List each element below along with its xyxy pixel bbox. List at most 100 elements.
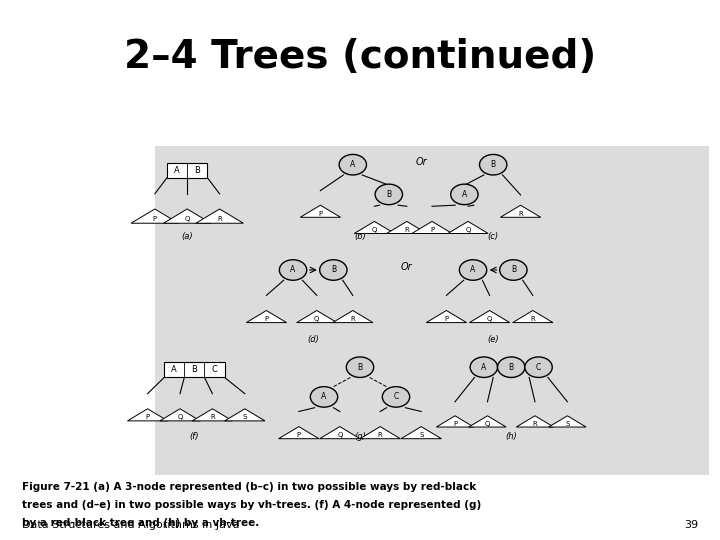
Text: P: P [430,227,434,233]
Polygon shape [127,409,168,421]
Circle shape [375,184,402,205]
Text: A: A [290,266,296,274]
Polygon shape [387,221,427,233]
Text: P: P [264,316,269,322]
Text: by a red-black tree and (h) by a vh-tree.: by a red-black tree and (h) by a vh-tree… [22,518,259,529]
Text: Q: Q [314,316,320,322]
Circle shape [451,184,478,205]
Text: B: B [508,363,514,372]
Text: Or: Or [401,262,413,272]
Circle shape [459,260,487,280]
Circle shape [525,357,552,377]
Text: R: R [351,316,355,322]
Text: Figure 7-21 (a) A 3-node represented (b–c) in two possible ways by red-black: Figure 7-21 (a) A 3-node represented (b–… [22,482,476,492]
Text: Q: Q [184,216,190,222]
Polygon shape [500,205,541,217]
Text: R: R [210,414,215,420]
Text: C: C [212,366,217,374]
Polygon shape [279,427,319,438]
Text: Or: Or [415,157,427,167]
Text: R: R [531,316,535,322]
Text: S: S [243,414,247,420]
Text: R: R [518,211,523,217]
Text: (b): (b) [354,232,366,241]
Polygon shape [160,409,200,421]
Polygon shape [225,409,265,421]
Circle shape [339,154,366,175]
Text: A: A [174,166,180,174]
Text: P: P [297,432,301,438]
Text: R: R [405,227,409,233]
Text: B: B [330,266,336,274]
Text: B: B [490,160,496,169]
Text: B: B [192,366,197,374]
Text: B: B [386,190,392,199]
Text: P: P [145,414,150,420]
Text: P: P [153,216,157,222]
Text: B: B [510,266,516,274]
Text: Q: Q [372,227,377,233]
Text: Q: Q [487,316,492,322]
Text: R: R [217,216,222,222]
Circle shape [500,260,527,280]
Polygon shape [192,409,233,421]
Circle shape [382,387,410,407]
Text: P: P [444,316,449,322]
Text: A: A [462,190,467,199]
Text: C: C [536,363,541,372]
Text: C: C [393,393,399,401]
Polygon shape [297,310,337,322]
Text: B: B [357,363,363,372]
Polygon shape [360,427,400,438]
Text: Data Structures and Algorithms in Java: Data Structures and Algorithms in Java [22,520,239,530]
Text: (d): (d) [307,335,319,344]
Text: (a): (a) [181,232,193,241]
Text: S: S [565,421,570,427]
Text: S: S [419,432,423,438]
Text: A: A [350,160,356,169]
Text: (f): (f) [189,432,199,441]
Polygon shape [412,221,452,233]
Text: Q: Q [177,414,183,420]
Circle shape [498,357,525,377]
Text: Q: Q [485,421,490,427]
Text: (e): (e) [487,335,499,344]
Polygon shape [513,310,553,322]
Text: Q: Q [465,227,471,233]
Polygon shape [333,310,373,322]
Text: B: B [194,166,200,174]
Text: 39: 39 [684,520,698,530]
Text: A: A [171,366,177,374]
Text: R: R [533,421,537,427]
Polygon shape [448,221,488,233]
Text: (g): (g) [354,432,366,441]
Text: trees and (d–e) in two possible ways by vh-trees. (f) A 4-node represented (g): trees and (d–e) in two possible ways by … [22,500,481,510]
Polygon shape [320,427,360,438]
Polygon shape [436,416,474,427]
Text: P: P [453,421,457,427]
Polygon shape [401,427,441,438]
Polygon shape [163,209,211,223]
Polygon shape [354,221,395,233]
Circle shape [279,260,307,280]
Polygon shape [131,209,179,223]
Circle shape [346,357,374,377]
Circle shape [480,154,507,175]
Text: (c): (c) [487,232,499,241]
Text: A: A [321,393,327,401]
Polygon shape [469,416,506,427]
FancyBboxPatch shape [164,362,225,377]
Text: A: A [481,363,487,372]
Polygon shape [469,310,510,322]
Circle shape [470,357,498,377]
Polygon shape [196,209,243,223]
Polygon shape [516,416,554,427]
Text: A: A [470,266,476,274]
Polygon shape [549,416,586,427]
Circle shape [310,387,338,407]
Polygon shape [246,310,287,322]
FancyBboxPatch shape [167,163,207,178]
Circle shape [320,260,347,280]
Text: Q: Q [337,432,343,438]
FancyBboxPatch shape [155,146,709,475]
